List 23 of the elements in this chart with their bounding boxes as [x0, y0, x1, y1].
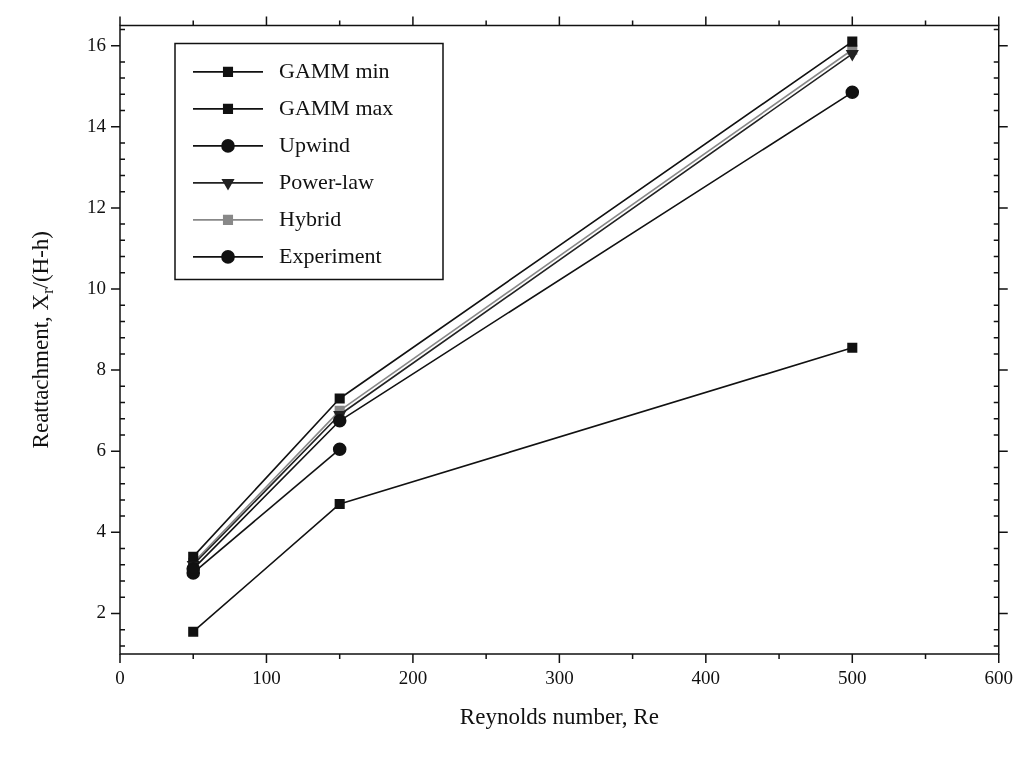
y-tick-label: 12: [87, 195, 106, 217]
x-tick-label: 0: [115, 667, 125, 689]
y-tick-label: 10: [87, 276, 106, 298]
x-tick-label: 400: [691, 667, 721, 689]
x-tick-label: 500: [838, 667, 867, 689]
y-axis-title: Reattachment, Xr/(H-h): [28, 231, 57, 449]
legend-label: Upwind: [279, 131, 350, 157]
legend-label: Power-law: [279, 168, 374, 194]
legend-label: GAMM max: [279, 94, 394, 120]
y-tick-label: 8: [96, 358, 106, 380]
legend-label: GAMM min: [279, 57, 390, 83]
y-tick-label: 14: [87, 114, 107, 136]
legend-label: Hybrid: [279, 205, 342, 231]
x-tick-label: 200: [398, 667, 428, 689]
x-axis-title: Reynolds number, Re: [459, 704, 659, 730]
x-tick-label: 600: [984, 667, 1013, 689]
y-tick-label: 4: [96, 520, 107, 542]
x-tick-label: 100: [252, 667, 281, 689]
y-tick-label: 16: [87, 33, 106, 55]
y-tick-label: 6: [96, 439, 106, 461]
y-tick-label: 2: [96, 601, 106, 623]
legend-label: Experiment: [279, 242, 382, 268]
x-tick-label: 300: [545, 667, 574, 689]
